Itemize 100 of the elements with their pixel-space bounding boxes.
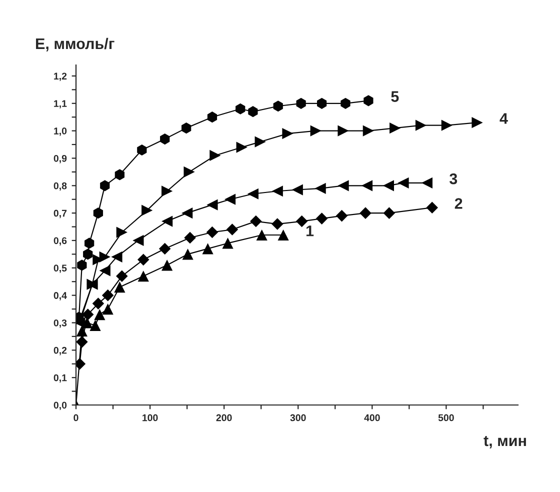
point [162, 216, 173, 227]
point [138, 270, 149, 282]
point [421, 177, 432, 188]
point [182, 248, 194, 260]
point [292, 184, 303, 196]
point [361, 180, 373, 192]
point [383, 207, 396, 219]
point [184, 166, 195, 178]
point [160, 133, 170, 145]
point [206, 226, 218, 238]
point [338, 180, 349, 192]
point [382, 180, 394, 192]
point [114, 282, 126, 293]
point [83, 248, 93, 260]
y-tick-label: 1,2 [54, 72, 67, 81]
point [398, 177, 409, 188]
point [282, 128, 294, 140]
point [102, 303, 114, 315]
series-label: 1 [306, 226, 314, 236]
point [93, 208, 104, 219]
y-tick-label: 0,9 [54, 154, 67, 164]
point [360, 207, 372, 219]
point [248, 106, 258, 118]
point [415, 120, 427, 131]
point [247, 188, 259, 200]
point [182, 122, 192, 134]
x-tick-label: 100 [142, 414, 158, 422]
point [92, 298, 104, 310]
point [114, 169, 124, 180]
point [99, 251, 110, 262]
point [102, 289, 114, 302]
point [206, 199, 218, 210]
point [162, 186, 173, 197]
point [278, 229, 289, 241]
series-label: 4 [500, 113, 508, 124]
x-tick-label: 300 [290, 414, 306, 422]
point [362, 125, 374, 136]
point [116, 270, 128, 282]
point [182, 208, 193, 219]
point [273, 100, 283, 112]
point [236, 103, 246, 114]
y-tick-label: 0,2 [54, 346, 67, 356]
point [99, 265, 110, 276]
point [340, 98, 350, 109]
point [314, 182, 326, 194]
point [338, 125, 349, 136]
y-tick-label: 0,7 [54, 210, 67, 218]
point [226, 224, 238, 236]
point [137, 254, 150, 266]
y-tick-label: 0,5 [54, 264, 67, 273]
x-tick-label: 400 [364, 414, 380, 422]
y-tick-label: 0,3 [54, 319, 67, 328]
point [224, 194, 236, 205]
point [316, 98, 327, 109]
point [364, 95, 374, 106]
point [77, 260, 87, 271]
point [222, 238, 234, 249]
y-tick-label: 1,0 [54, 128, 67, 136]
y-tick-label: 0,4 [54, 292, 67, 300]
point [296, 98, 306, 109]
point [316, 212, 328, 224]
point [296, 215, 308, 228]
point [132, 234, 144, 246]
point [137, 144, 147, 156]
point [162, 260, 173, 271]
point [250, 215, 262, 228]
point [271, 218, 284, 230]
point [441, 120, 452, 131]
point [254, 136, 266, 148]
point [82, 308, 94, 320]
point [336, 210, 348, 222]
point [184, 232, 196, 244]
y-tick-label: 0,1 [54, 374, 67, 383]
series-label: 2 [454, 198, 462, 209]
y-tick-label: 0,6 [54, 237, 67, 246]
point [207, 112, 218, 123]
point [90, 320, 101, 332]
point [100, 180, 110, 192]
point [158, 242, 171, 255]
x-tick-label: 0 [74, 414, 78, 422]
point [94, 308, 106, 320]
point [256, 229, 268, 241]
point [472, 117, 483, 128]
series-label: 5 [391, 91, 399, 102]
series-label: 3 [450, 173, 458, 184]
x-tick-label: 500 [438, 414, 454, 422]
point [310, 125, 322, 136]
point [142, 204, 153, 216]
point [111, 251, 122, 262]
y-tick-label: 0,8 [54, 182, 67, 191]
point [202, 243, 214, 254]
y-tick-label: 0,0 [54, 402, 67, 410]
x-tick-label: 200 [216, 414, 232, 422]
x-axis-title: t, мин [484, 436, 526, 448]
point [426, 202, 438, 214]
y-axis-title: E, ммоль/г [36, 38, 114, 52]
point [236, 142, 248, 153]
point [272, 186, 283, 197]
point [76, 336, 88, 348]
y-tick-label: 1,1 [54, 100, 67, 108]
